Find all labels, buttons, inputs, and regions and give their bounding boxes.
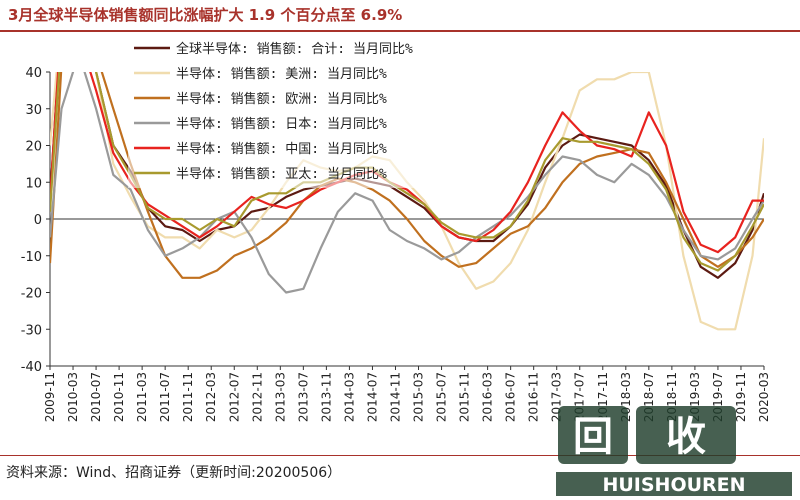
x-tick-label: 2013-03 bbox=[273, 372, 287, 422]
y-tick-label: -20 bbox=[21, 287, 42, 302]
x-tick-label: 2010-07 bbox=[89, 372, 103, 422]
x-tick-label: 2020-03 bbox=[757, 372, 771, 422]
legend-background bbox=[128, 36, 458, 188]
source-note: 资料来源：Wind、招商证券（更新时间:20200506） bbox=[6, 465, 342, 481]
x-tick-label: 2012-07 bbox=[227, 372, 241, 422]
y-tick-label: 40 bbox=[25, 66, 42, 81]
line-chart: 40 30 20 10 0 -10 -20 -30 -40 2009-11 2010-03 2010… bbox=[20, 36, 771, 423]
legend-label: 半导体: 销售额: 中国: 当月同比% bbox=[176, 141, 387, 157]
x-tick-label: 2011-11 bbox=[181, 372, 195, 422]
watermark-glyph-1: 回 bbox=[573, 414, 613, 460]
y-axis: 40 30 20 10 0 -10 -20 -30 -40 bbox=[21, 66, 51, 375]
x-axis: 2009-11 2010-03 2010-07 2010-11 2011-03 2011-… bbox=[43, 365, 771, 422]
legend-label: 半导体: 销售额: 亚太: 当月同比% bbox=[176, 166, 387, 182]
x-tick-label: 2012-03 bbox=[204, 372, 218, 422]
legend-label: 半导体: 销售额: 欧洲: 当月同比% bbox=[176, 91, 387, 107]
x-tick-label: 2013-07 bbox=[296, 372, 310, 422]
x-tick-label: 2010-03 bbox=[66, 372, 80, 422]
watermark-icon-box-2 bbox=[636, 406, 736, 464]
series-line-4 bbox=[50, 72, 764, 254]
legend-label: 半导体: 销售额: 美洲: 当月同比% bbox=[176, 66, 387, 82]
y-tick-label: 10 bbox=[25, 176, 42, 191]
x-tick-label: 2010-11 bbox=[112, 372, 126, 422]
title-divider bbox=[0, 30, 800, 32]
legend-label: 半导体: 销售额: 日本: 当月同比% bbox=[176, 116, 387, 132]
x-tick-label: 2014-03 bbox=[342, 372, 356, 422]
watermark-bar bbox=[556, 472, 792, 496]
series-line-3 bbox=[50, 72, 764, 294]
y-tick-label: 0 bbox=[34, 213, 42, 228]
x-tick-label: 2019-11 bbox=[734, 372, 748, 422]
watermark-text: HUISHOUREN bbox=[602, 474, 745, 496]
y-tick-label: -40 bbox=[21, 360, 42, 375]
y-tick-label: 30 bbox=[25, 103, 42, 118]
series-lines bbox=[50, 72, 764, 331]
x-tick-label: 2015-07 bbox=[435, 372, 449, 422]
x-tick-label: 2014-07 bbox=[365, 372, 379, 422]
x-tick-label: 2009-11 bbox=[43, 372, 57, 422]
chart-title: 3月全球半导体销售额同比涨幅扩大 1.9 个百分点至 6.9% bbox=[8, 6, 403, 24]
x-tick-label: 2015-03 bbox=[412, 372, 426, 422]
source-divider bbox=[0, 455, 800, 456]
x-tick-label: 2016-07 bbox=[504, 372, 518, 422]
watermark-logo: 回 收 HUISHOUREN bbox=[556, 406, 792, 496]
series-line-5 bbox=[50, 72, 764, 272]
x-tick-label: 2016-03 bbox=[481, 372, 495, 422]
legend-label: 全球半导体: 销售额: 合计: 当月同比% bbox=[176, 41, 413, 57]
series-line-0 bbox=[50, 72, 764, 279]
watermark-icon-box bbox=[558, 406, 628, 464]
legend: 全球半导体: 销售额: 合计: 当月同比% 半导体: 销售额: 美洲: 当月同比%… bbox=[128, 36, 458, 188]
x-tick-label: 2012-11 bbox=[250, 372, 264, 422]
y-tick-label: -10 bbox=[21, 250, 42, 265]
x-tick-label: 2016-11 bbox=[527, 372, 541, 422]
x-tick-label: 2014-11 bbox=[388, 372, 402, 422]
x-tick-label: 2015-11 bbox=[458, 372, 472, 422]
x-tick-label: 2011-07 bbox=[158, 372, 172, 422]
y-tick-label: 20 bbox=[25, 140, 42, 155]
watermark-glyph-2: 收 bbox=[666, 414, 706, 460]
y-tick-label: -30 bbox=[21, 323, 42, 338]
x-tick-label: 2011-03 bbox=[135, 372, 149, 422]
x-tick-label: 2013-11 bbox=[319, 372, 333, 422]
